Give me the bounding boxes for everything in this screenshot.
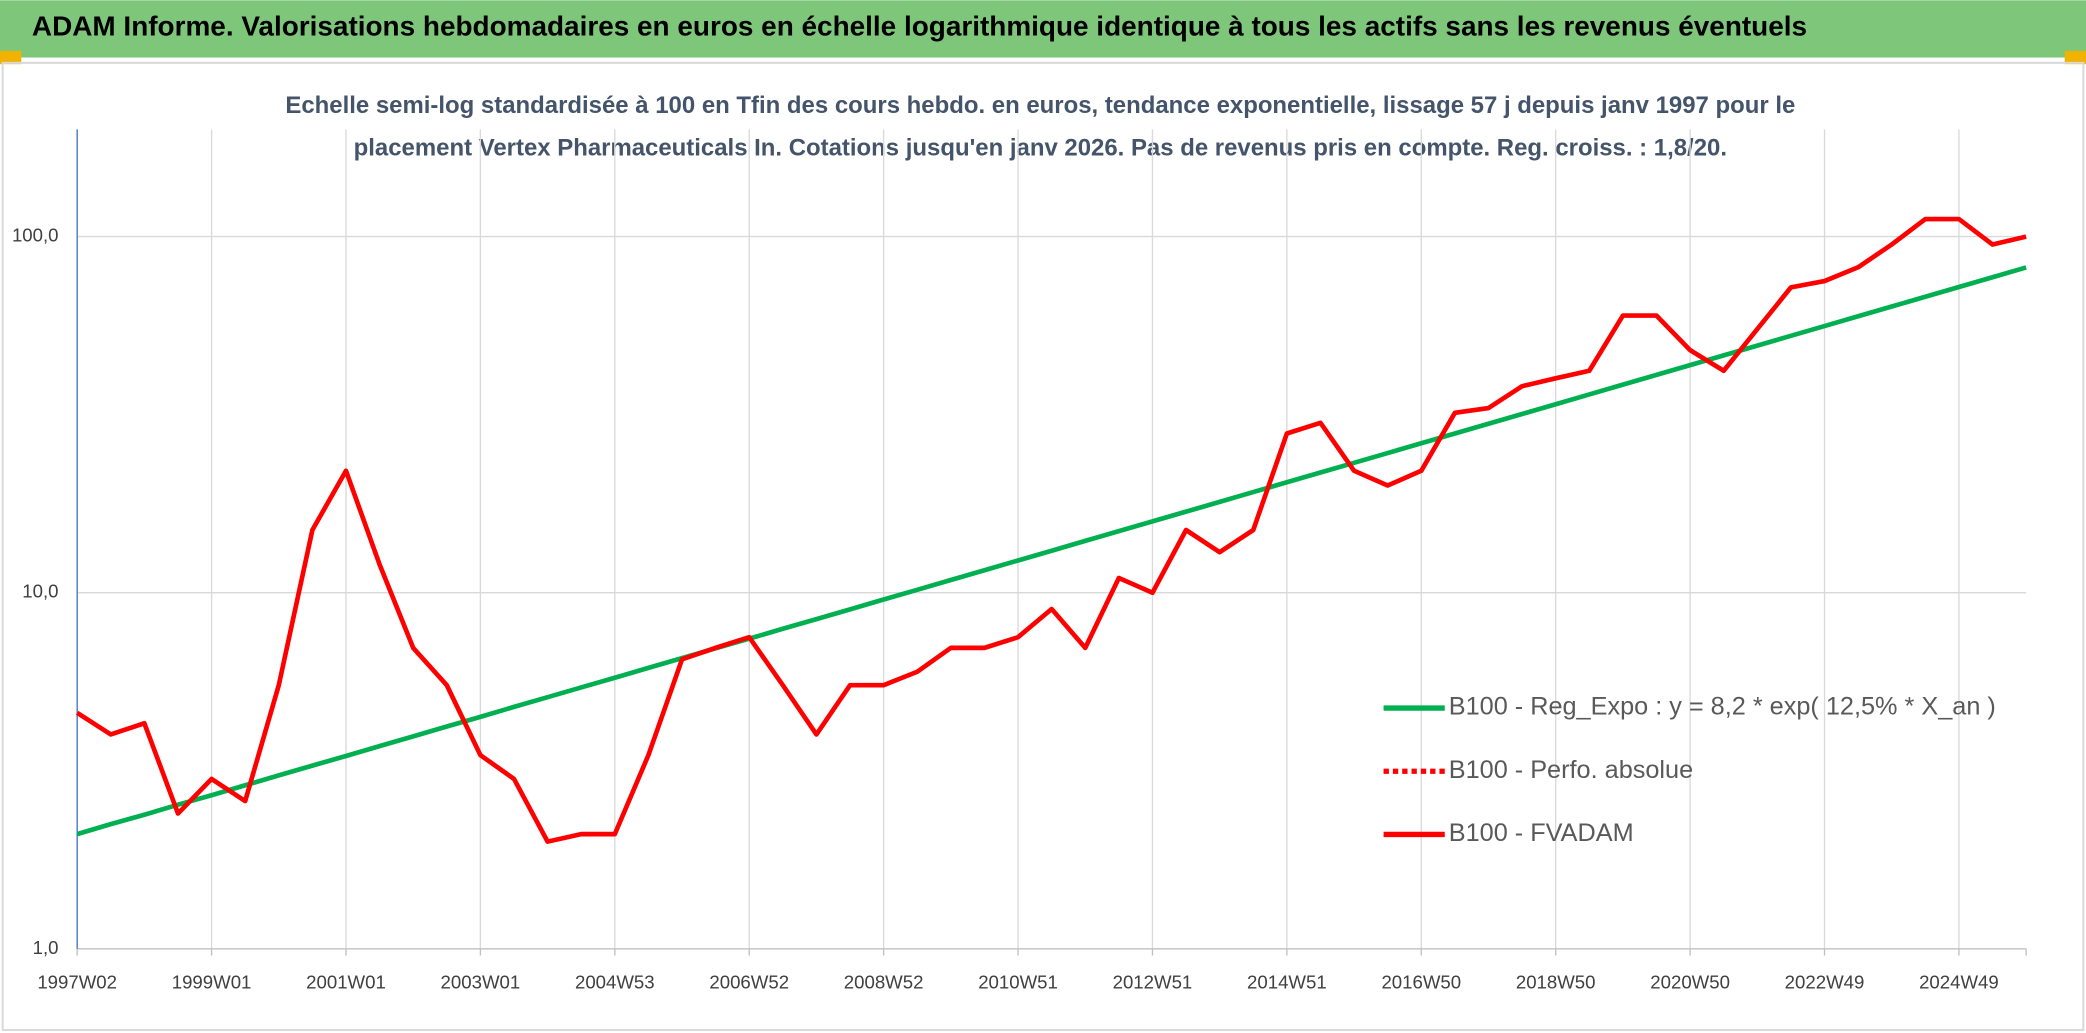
x-tick-label: 2022W49: [1785, 971, 1865, 992]
chart-subtitle: Echelle semi-log standardisée à 100 en T…: [285, 92, 1795, 119]
corner: [2064, 50, 2086, 65]
x-tick-label: 2020W50: [1650, 971, 1730, 992]
chart-frame: [1, 61, 2085, 1032]
y-tick-label: 100,0: [12, 224, 59, 245]
x-tick-label: 2024W49: [1919, 971, 1999, 992]
x-tick-label: 2010W51: [978, 971, 1058, 992]
x-tick-label: 1997W02: [37, 971, 117, 992]
data-line: [76, 265, 2027, 837]
data-line: [75, 216, 2027, 844]
x-tick-label: 2012W51: [1113, 971, 1193, 992]
y-tick-label: 10,0: [22, 581, 58, 602]
x-tick-label: 2016W50: [1381, 971, 1461, 992]
x-tick-label: 2003W01: [441, 971, 521, 992]
legend-label: B100 - Perfo. absolue: [1449, 756, 1693, 784]
legend-label: B100 - FVADAM: [1449, 819, 1634, 847]
legend-label: B100 - Reg_Expo : y = 8,2 * exp( 12,5% *…: [1449, 693, 1996, 721]
x-tick-label: 2006W52: [709, 971, 789, 992]
chart-title: ADAM Informe. Valorisations hebdomadaire…: [32, 11, 1807, 42]
header-bar: [0, 0, 2086, 58]
x-tick-label: 2014W51: [1247, 971, 1327, 992]
x-tick-label: 2008W52: [844, 971, 924, 992]
x-tick-label: 1999W01: [172, 971, 252, 992]
x-tick-label: 2018W50: [1516, 971, 1596, 992]
x-tick-label: 2004W53: [575, 971, 655, 992]
x-tick-label: 2001W01: [306, 971, 386, 992]
chart-subtitle: placement Vertex Pharmaceuticals In. Cot…: [354, 135, 1727, 162]
y-tick-label: 1,0: [33, 937, 59, 958]
corner: [0, 50, 22, 65]
